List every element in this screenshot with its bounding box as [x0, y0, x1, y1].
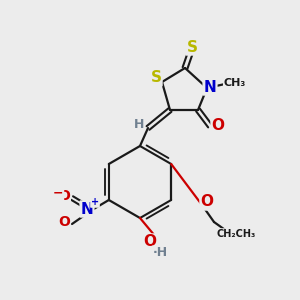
Text: S: S	[151, 70, 161, 86]
Text: N: N	[204, 80, 216, 94]
Text: ·H: ·H	[152, 247, 168, 260]
Text: O: O	[212, 118, 224, 134]
Text: S: S	[187, 40, 197, 55]
Text: O: O	[58, 189, 70, 203]
Text: H: H	[134, 118, 144, 130]
Text: CH₂CH₃: CH₂CH₃	[216, 229, 256, 239]
Text: O: O	[143, 235, 157, 250]
Text: +: +	[91, 197, 99, 207]
Text: O: O	[58, 215, 70, 229]
Text: CH₃: CH₃	[224, 78, 246, 88]
Text: O: O	[200, 194, 214, 209]
Text: −: −	[53, 187, 63, 200]
Text: N: N	[81, 202, 93, 217]
